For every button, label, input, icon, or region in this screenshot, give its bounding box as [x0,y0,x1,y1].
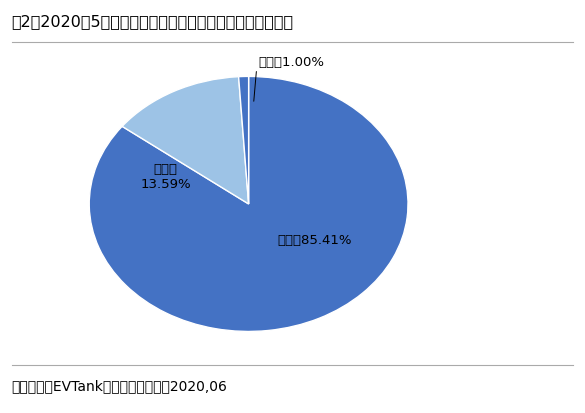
Text: 储能，1.00%: 储能，1.00% [258,55,324,69]
Wedge shape [122,78,249,204]
Text: 动力，85.41%: 动力，85.41% [277,234,352,247]
Text: 启停，
13.59%: 启停， 13.59% [140,162,191,190]
Wedge shape [90,77,408,332]
Wedge shape [239,77,249,204]
Text: 图2：2020年5月宁德时代不同应用类别锂离子电池出口份额: 图2：2020年5月宁德时代不同应用类别锂离子电池出口份额 [12,14,294,29]
Text: 数据来源：EVTank，伊维智库整理，2020,06: 数据来源：EVTank，伊维智库整理，2020,06 [12,378,228,392]
